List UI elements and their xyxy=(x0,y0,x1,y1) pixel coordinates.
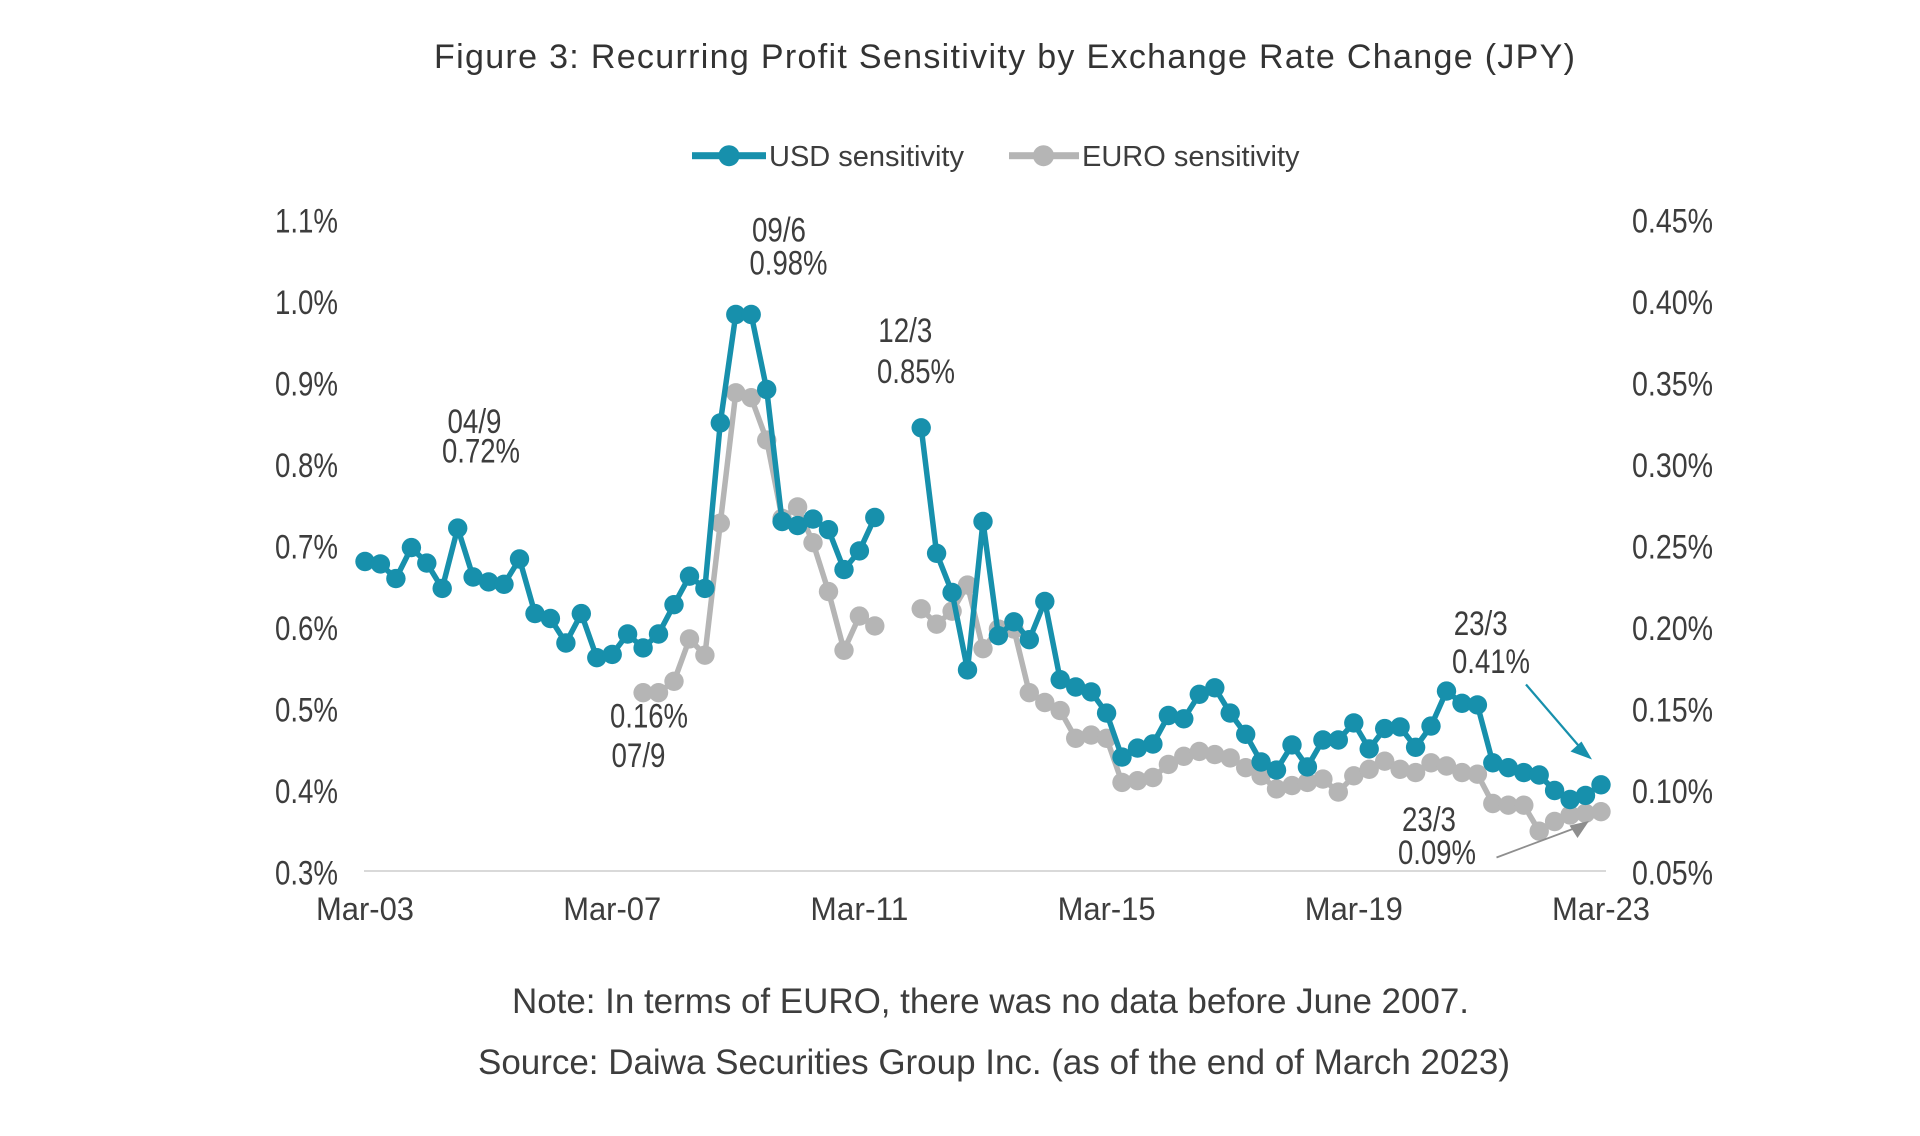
svg-text:0.20%: 0.20% xyxy=(1632,610,1713,648)
svg-text:Source: Daiwa Securities Group: Source: Daiwa Securities Group Inc. (as … xyxy=(478,1043,1510,1082)
svg-text:Mar-03: Mar-03 xyxy=(316,891,414,927)
svg-text:07/9: 07/9 xyxy=(612,737,666,775)
svg-text:0.98%: 0.98% xyxy=(750,245,828,283)
svg-text:0.25%: 0.25% xyxy=(1632,529,1713,567)
svg-text:0.05%: 0.05% xyxy=(1632,855,1713,893)
svg-text:0.16%: 0.16% xyxy=(610,698,688,736)
svg-text:Figure 3: Recurring Profit Sen: Figure 3: Recurring Profit Sensitivity b… xyxy=(434,38,1575,76)
svg-text:04/9: 04/9 xyxy=(448,403,502,441)
svg-text:0.15%: 0.15% xyxy=(1632,692,1713,730)
svg-text:0.9%: 0.9% xyxy=(275,366,338,404)
svg-text:0.4%: 0.4% xyxy=(275,773,338,811)
svg-text:0.41%: 0.41% xyxy=(1452,643,1530,681)
svg-text:Mar-23: Mar-23 xyxy=(1552,891,1650,927)
svg-text:0.85%: 0.85% xyxy=(877,353,955,391)
svg-text:23/3: 23/3 xyxy=(1402,801,1456,839)
svg-text:12/3: 12/3 xyxy=(878,312,932,350)
svg-text:0.09%: 0.09% xyxy=(1398,834,1476,872)
svg-text:0.30%: 0.30% xyxy=(1632,447,1713,485)
svg-text:0.35%: 0.35% xyxy=(1632,366,1713,404)
svg-text:Note: In terms of EURO, there: Note: In terms of EURO, there was no dat… xyxy=(512,982,1469,1021)
svg-text:Mar-15: Mar-15 xyxy=(1058,891,1156,927)
svg-text:Mar-11: Mar-11 xyxy=(810,891,908,927)
svg-text:0.10%: 0.10% xyxy=(1632,773,1713,811)
svg-text:USD sensitivity: USD sensitivity xyxy=(769,141,964,173)
svg-text:0.40%: 0.40% xyxy=(1632,284,1713,322)
svg-text:09/6: 09/6 xyxy=(752,212,806,250)
svg-text:23/3: 23/3 xyxy=(1454,605,1508,643)
svg-text:0.72%: 0.72% xyxy=(442,433,520,471)
svg-text:Mar-07: Mar-07 xyxy=(563,891,661,927)
svg-text:1.1%: 1.1% xyxy=(275,203,338,241)
svg-text:0.8%: 0.8% xyxy=(275,447,338,485)
svg-text:0.5%: 0.5% xyxy=(275,692,338,730)
svg-text:0.6%: 0.6% xyxy=(275,610,338,648)
svg-text:0.7%: 0.7% xyxy=(275,529,338,567)
svg-text:Mar-19: Mar-19 xyxy=(1305,891,1403,927)
svg-text:EURO sensitivity: EURO sensitivity xyxy=(1082,141,1300,173)
svg-text:1.0%: 1.0% xyxy=(275,284,338,322)
svg-text:0.45%: 0.45% xyxy=(1632,203,1713,241)
svg-text:0.3%: 0.3% xyxy=(275,855,338,893)
